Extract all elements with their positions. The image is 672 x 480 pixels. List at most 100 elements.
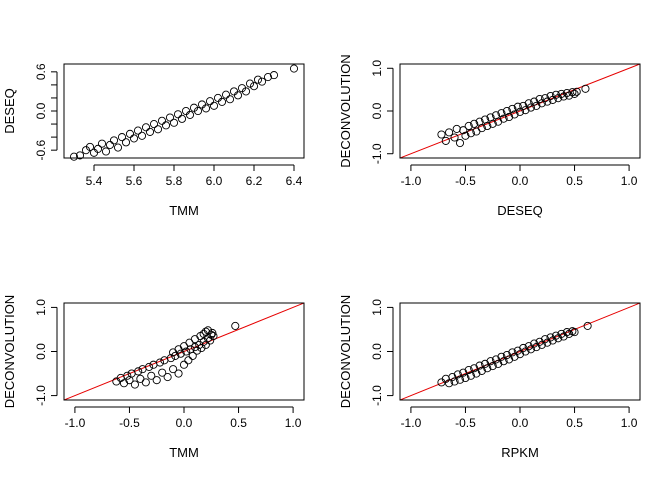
x-axis-title: TMM <box>169 203 199 218</box>
data-point <box>231 321 240 330</box>
data-point <box>149 120 159 129</box>
data-point <box>502 350 511 360</box>
data-point <box>121 138 131 147</box>
data-point <box>452 124 461 133</box>
data-point <box>69 152 79 161</box>
data-point <box>530 97 539 106</box>
data-point <box>145 362 154 371</box>
plot-frame <box>399 302 641 401</box>
data-point <box>166 354 175 363</box>
data-point <box>466 129 475 138</box>
data-point <box>583 321 592 330</box>
data-point <box>176 349 185 358</box>
data-point <box>269 71 279 80</box>
data-point <box>165 113 175 122</box>
data-point <box>229 87 239 96</box>
data-point <box>257 77 267 86</box>
data-point <box>123 371 132 380</box>
data-point <box>483 121 492 131</box>
data-point <box>193 106 203 116</box>
data-point <box>453 370 462 379</box>
data-point <box>461 373 470 383</box>
data-point <box>155 358 165 367</box>
data-point <box>85 142 95 151</box>
y-tick-label: 0.0 <box>370 343 384 360</box>
data-point <box>532 101 541 110</box>
data-point <box>241 87 251 96</box>
reference-line <box>400 303 640 400</box>
data-point <box>109 136 119 145</box>
x-tick-label: -1.0 <box>401 174 422 188</box>
plot-frame <box>399 63 641 159</box>
data-point <box>249 82 259 91</box>
data-point <box>177 114 187 123</box>
x-tick-label: 0.5 <box>566 174 583 188</box>
plot-frame <box>63 302 305 401</box>
data-point <box>201 327 210 336</box>
data-point <box>173 110 183 119</box>
scatter-panel-1: 5.4 5.6 5.8 6.0 6.2 6.4 TMM -0.6 0.0 0.6 DESEQ <box>2 63 305 218</box>
data-point <box>562 89 571 98</box>
data-point <box>197 100 207 109</box>
x-tick-label: -0.5 <box>455 174 476 188</box>
data-point <box>508 104 517 113</box>
x-axis-title: RPKM <box>501 445 539 460</box>
data-point <box>445 379 454 388</box>
data-point <box>97 139 107 148</box>
data-point <box>205 97 215 106</box>
data-point <box>470 119 479 128</box>
data-point <box>105 140 115 149</box>
data-point <box>450 133 459 142</box>
data-point <box>510 352 519 361</box>
x-tick-label: -1.0 <box>65 416 86 430</box>
data-point <box>481 359 490 368</box>
data-point <box>466 371 475 380</box>
data-point <box>185 338 194 347</box>
data-point <box>201 104 211 113</box>
data-point <box>125 129 135 138</box>
data-point <box>491 355 501 364</box>
data-point <box>169 348 178 357</box>
data-point <box>209 332 218 341</box>
data-point <box>513 102 522 111</box>
data-point <box>134 367 143 376</box>
x-tick-label: -0.5 <box>455 416 476 430</box>
y-tick-label: -1.0 <box>34 385 48 406</box>
y-tick-label: 0.0 <box>34 102 48 119</box>
data-point <box>497 352 506 361</box>
data-point <box>464 121 473 131</box>
data-point <box>209 101 219 110</box>
data-point <box>483 364 492 373</box>
data-point <box>147 371 156 380</box>
data-point <box>163 373 172 382</box>
data-point <box>510 110 519 119</box>
data-point <box>190 335 199 344</box>
data-point <box>169 365 178 374</box>
data-point <box>133 126 143 135</box>
x-tick-label: 6.4 <box>286 174 303 188</box>
data-point <box>570 89 579 98</box>
data-point <box>437 130 446 139</box>
data-point <box>494 359 503 368</box>
data-point <box>136 374 145 383</box>
data-point <box>477 124 486 133</box>
data-point <box>75 151 85 160</box>
data-point <box>253 75 263 84</box>
data-point <box>161 121 171 130</box>
data-point <box>152 376 161 385</box>
y-tick-label: -0.6 <box>34 140 48 161</box>
data-point <box>455 138 465 148</box>
x-tick-label: 5.4 <box>86 174 103 188</box>
data-point <box>581 84 590 93</box>
x-tick-label: 1.0 <box>285 416 302 430</box>
x-tick-label: 0.0 <box>512 174 529 188</box>
data-point <box>497 109 506 118</box>
data-point <box>448 373 457 382</box>
data-point <box>455 375 465 384</box>
data-point <box>182 347 191 356</box>
x-tick-label: -0.5 <box>119 416 140 430</box>
data-point <box>488 119 497 128</box>
data-point <box>157 116 167 125</box>
data-point <box>119 379 129 388</box>
